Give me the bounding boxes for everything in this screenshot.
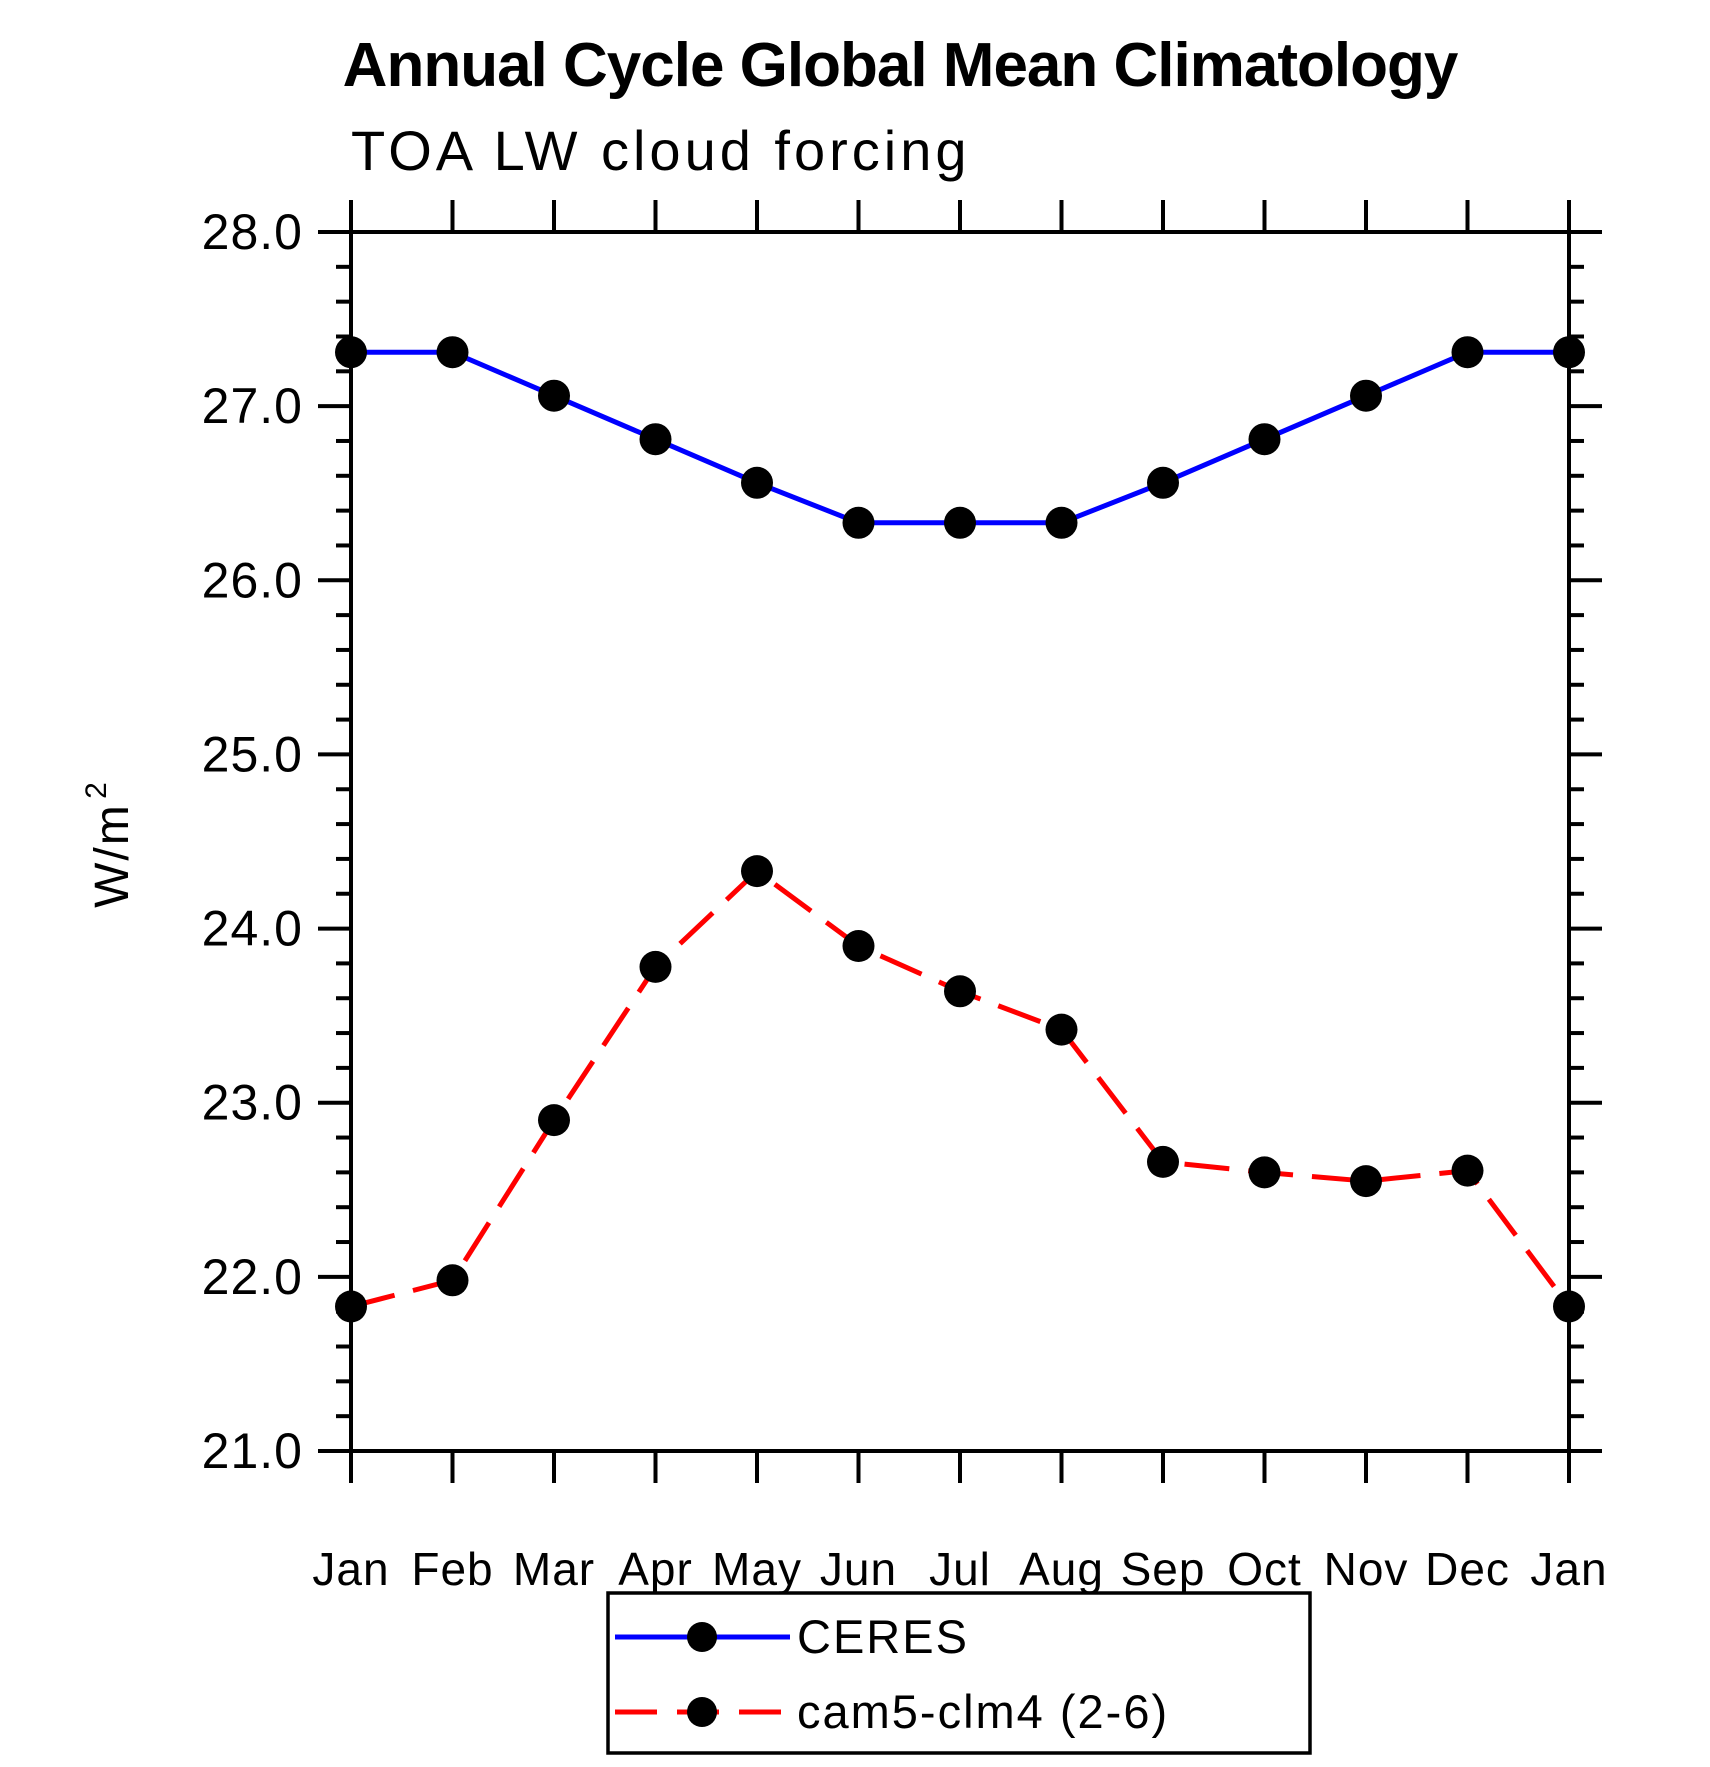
legend-label-cam5-clm4: cam5-clm4 (2-6) [797,1685,1169,1738]
legend-box [606,1591,1312,1755]
x-tick-label: Jun [820,1543,897,1595]
data-point [1147,1145,1179,1178]
data-point [944,975,976,1008]
data-point [842,506,875,539]
legend-marker-ceres [687,1622,717,1652]
data-point [1451,1154,1484,1187]
data-point [944,506,976,539]
data-point [1045,506,1078,539]
data-point [1248,423,1281,456]
data-point [335,1290,367,1323]
x-tick-label: Mar [513,1543,595,1595]
data-point [1045,1013,1078,1046]
y-tick-label: 22.0 [202,1249,303,1305]
x-tick-label: Sep [1121,1543,1206,1595]
data-point [1553,1290,1585,1323]
data-point [639,950,672,983]
y-axis-label-superscript: 2 [80,782,113,799]
y-tick-label: 24.0 [202,901,303,957]
series-lines [335,336,1585,1323]
data-point [741,855,773,888]
x-tick-label: Apr [618,1543,693,1595]
data-point [741,466,773,499]
chart-subtitle: TOA LW cloud forcing [351,119,971,182]
legend: CERES cam5-clm4 (2-6) [606,1591,1312,1755]
data-point [538,1104,570,1137]
data-point [1147,466,1179,499]
y-tick-label: 25.0 [202,726,303,782]
y-axis-label-base: W/m [86,803,139,908]
x-tick-label: Aug [1019,1543,1104,1595]
x-tick-label: Jul [929,1543,991,1595]
x-tick-label: Jan [1530,1543,1607,1595]
chart-title: Annual Cycle Global Mean Climatology [343,31,1459,100]
y-axis-label: W/m 2 [80,782,139,908]
x-tick-label: Dec [1425,1543,1510,1595]
y-tick-label: 27.0 [202,378,303,434]
data-point [1248,1156,1281,1189]
x-tick-label: Oct [1227,1543,1302,1595]
legend-label-ceres: CERES [797,1610,969,1663]
data-point [1451,336,1484,369]
x-tick-label: Feb [411,1543,493,1595]
data-point [335,336,367,369]
y-tick-label: 28.0 [202,204,303,260]
data-point [1350,379,1382,412]
x-tick-label: May [712,1543,802,1595]
data-point [639,423,672,456]
data-point [1350,1165,1382,1198]
data-point [1553,336,1585,369]
x-tick-label: Nov [1324,1543,1409,1595]
legend-marker-cam5-clm4 [687,1697,717,1727]
data-point [842,930,875,962]
x-tick-label: Jan [312,1543,389,1595]
data-point [436,336,469,369]
axes: Jan Feb Mar Apr May Jun Jul Aug Sep Oct Nov Dec Jan 2… [202,200,1607,1595]
data-point [538,379,570,412]
data-point [436,1264,469,1297]
y-tick-label: 23.0 [202,1075,303,1131]
y-tick-label: 21.0 [202,1423,303,1479]
y-tick-label: 26.0 [202,552,303,608]
